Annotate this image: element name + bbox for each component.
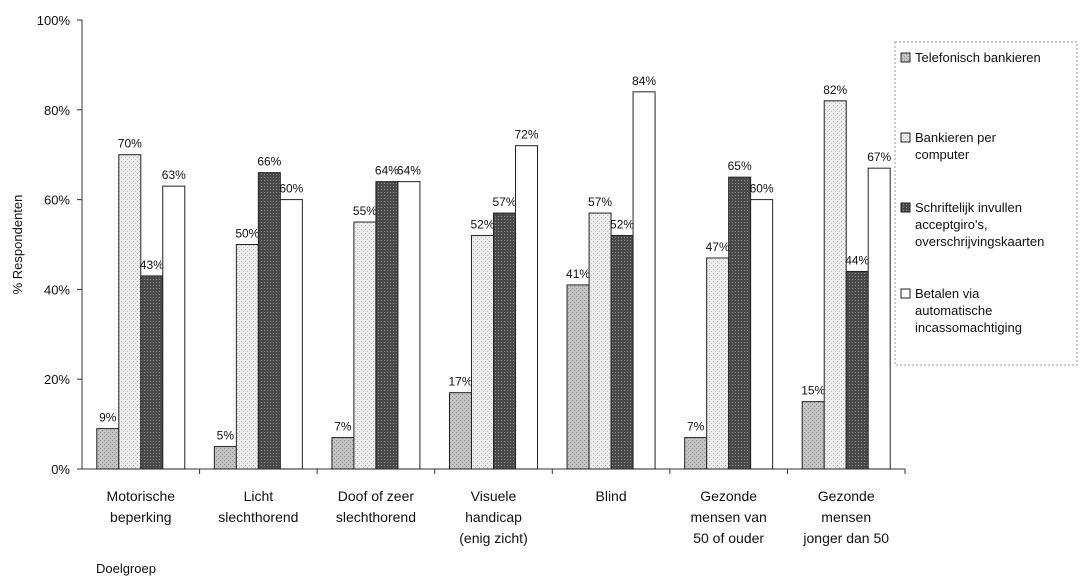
data-label: 70% xyxy=(118,137,142,151)
legend-swatch xyxy=(900,132,911,143)
bar xyxy=(331,437,355,470)
x-category-label: handicap xyxy=(465,509,522,525)
data-label: 84% xyxy=(632,74,656,88)
data-label: 63% xyxy=(162,168,186,182)
legend-label: Bankieren per xyxy=(915,130,997,145)
x-category-label: 50 of ouder xyxy=(693,530,764,546)
legend-swatch xyxy=(900,288,911,299)
data-label: 9% xyxy=(99,411,117,425)
data-label: 43% xyxy=(140,258,164,272)
legend-label: Telefonisch bankieren xyxy=(915,50,1041,65)
data-label: 64% xyxy=(375,164,399,178)
bar xyxy=(515,145,538,470)
bar xyxy=(493,212,516,470)
bar xyxy=(588,212,612,470)
bar xyxy=(867,167,891,470)
bar xyxy=(279,199,303,470)
bar xyxy=(213,446,237,470)
data-label: 41% xyxy=(566,267,590,281)
y-tick-label: 0% xyxy=(51,462,70,477)
data-label: 64% xyxy=(397,164,421,178)
x-category-label: slechthorend xyxy=(218,509,298,525)
y-tick-label: 40% xyxy=(44,282,70,297)
data-label: 66% xyxy=(257,155,281,169)
legend-label: automatische xyxy=(915,303,992,318)
bar xyxy=(257,172,281,470)
bar xyxy=(96,428,120,470)
x-category-label: Gezonde xyxy=(700,488,757,504)
y-tick-label: 60% xyxy=(44,193,70,208)
x-category-label: slechthorend xyxy=(336,509,416,525)
bar xyxy=(353,221,377,470)
x-category-label: jonger dan 50 xyxy=(802,530,889,546)
data-label: 7% xyxy=(334,420,352,434)
x-category-label: Motorische xyxy=(107,488,176,504)
legend-swatch xyxy=(900,202,911,213)
bar xyxy=(397,181,421,470)
x-category-label: Gezonde xyxy=(818,488,875,504)
x-axis-title: Doelgroep xyxy=(96,561,156,576)
bar xyxy=(471,235,494,470)
data-label: 67% xyxy=(867,150,891,164)
legend-label: incassomachtiging xyxy=(915,320,1022,335)
y-tick-label: 100% xyxy=(37,13,71,28)
data-label: 5% xyxy=(217,429,235,443)
bar xyxy=(375,181,399,470)
y-tick-label: 20% xyxy=(44,372,70,387)
bar xyxy=(706,257,730,470)
data-label: 50% xyxy=(235,227,259,241)
x-category-label: Doof of zeer xyxy=(338,488,415,504)
data-label: 15% xyxy=(801,384,825,398)
data-label: 7% xyxy=(687,420,705,434)
data-label: 52% xyxy=(610,218,634,232)
data-label: 52% xyxy=(470,218,494,232)
y-axis-title: % Respondenten xyxy=(10,195,25,295)
x-category-label: mensen xyxy=(821,509,871,525)
legend-label: overschrijvingskaarten xyxy=(915,234,1044,249)
x-category-label: mensen van xyxy=(691,509,767,525)
data-label: 60% xyxy=(279,182,303,196)
y-tick-label: 80% xyxy=(44,103,70,118)
legend-label: computer xyxy=(915,147,970,162)
bar xyxy=(823,100,847,470)
data-label: 44% xyxy=(845,253,869,267)
data-label: 57% xyxy=(588,195,612,209)
bar xyxy=(610,235,634,470)
bar xyxy=(845,270,869,470)
data-label: 72% xyxy=(514,128,538,142)
bar xyxy=(801,401,825,470)
legend-swatch xyxy=(900,52,911,63)
legend-box xyxy=(894,41,1078,366)
legend-label: Betalen via xyxy=(915,286,980,301)
data-label: 55% xyxy=(353,204,377,218)
data-label: 57% xyxy=(492,195,516,209)
bar xyxy=(750,199,774,470)
bar xyxy=(140,275,164,470)
bar xyxy=(728,176,752,470)
bar xyxy=(632,91,656,470)
bar xyxy=(118,154,142,470)
bar xyxy=(235,244,259,470)
x-category-label: Blind xyxy=(596,488,627,504)
legend-label: acceptgiro's, xyxy=(915,217,988,232)
bar xyxy=(566,284,590,470)
x-category-label: beperking xyxy=(110,509,172,525)
bar xyxy=(684,437,708,470)
data-label: 65% xyxy=(728,159,752,173)
data-label: 47% xyxy=(706,240,730,254)
data-label: 17% xyxy=(448,375,472,389)
x-category-label: Visuele xyxy=(471,488,517,504)
legend-label: Schriftelijk invullen xyxy=(915,200,1022,215)
bar xyxy=(162,185,186,470)
x-category-label: Licht xyxy=(244,488,274,504)
x-category-label: (enig zicht) xyxy=(459,530,527,546)
bar xyxy=(449,392,472,470)
data-label: 82% xyxy=(823,83,847,97)
data-label: 60% xyxy=(750,182,774,196)
